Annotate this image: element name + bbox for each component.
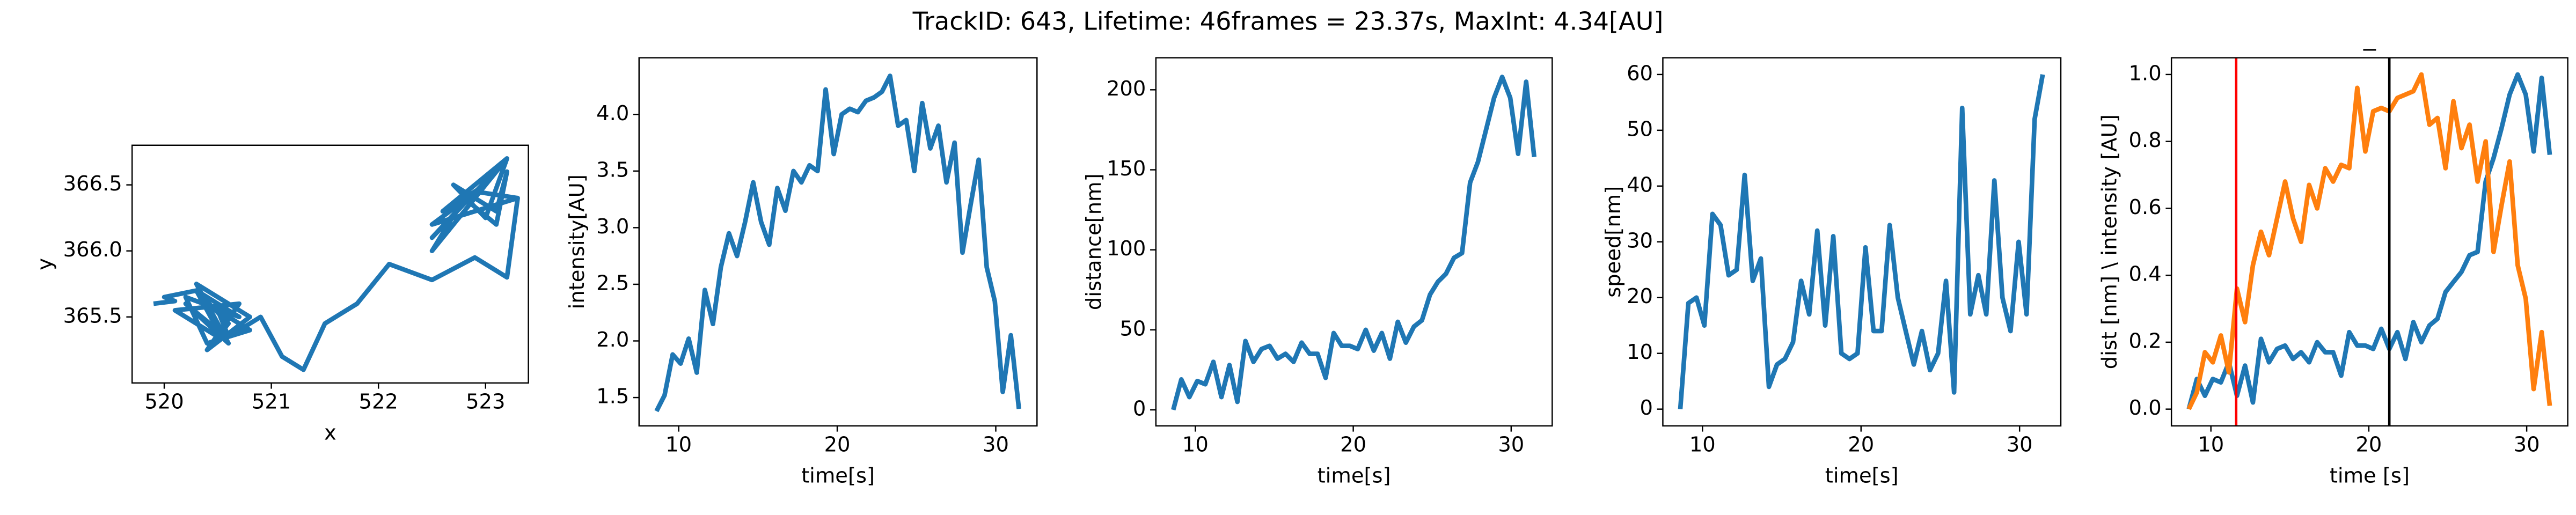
figure-title: TrackID: 643, Lifetime: 46frames = 23.37… [912, 7, 1664, 36]
x-tick-label: 20 [824, 432, 851, 457]
y-tick-label: 0.6 [2129, 195, 2162, 219]
x-tick-label: 522 [358, 389, 398, 414]
y-tick-label: 0 [1133, 397, 1146, 421]
y-tick-label: 50 [1627, 117, 1653, 141]
data-line [1678, 74, 2045, 409]
x-tick-label: 10 [1689, 432, 1716, 457]
y-tick-label: 3.5 [596, 158, 629, 182]
data-line [1171, 75, 1537, 411]
y-axis-label: y [33, 258, 57, 270]
x-tick-label: 30 [1498, 432, 1524, 457]
y-tick-label: 60 [1627, 61, 1653, 85]
x-axis-label: time[s] [1825, 464, 1899, 488]
axes-frame [131, 144, 529, 384]
data-line [2186, 72, 2552, 410]
x-tick-label: 523 [466, 389, 505, 414]
y-tick-label: 1.5 [596, 385, 629, 409]
y-tick-label: 150 [1107, 157, 1146, 181]
y-tick-label: 20 [1627, 284, 1653, 308]
y-tick-label: 0.4 [2129, 262, 2162, 286]
y-tick-label: 4.0 [596, 101, 629, 126]
y-tick-label: 0.2 [2129, 329, 2162, 353]
axes-frame [638, 57, 1038, 427]
y-tick-label: 0 [1640, 396, 1653, 420]
data-line [654, 73, 1021, 413]
x-axis-label: x [324, 421, 336, 445]
x-tick-label: 10 [2198, 432, 2224, 457]
y-axis-label: speed[nm] [1601, 186, 1626, 298]
axes-frame [2170, 57, 2568, 427]
x-tick-label: 10 [1182, 432, 1209, 457]
y-tick-label: 30 [1627, 229, 1653, 253]
y-tick-label: 50 [1119, 317, 1146, 341]
y-tick-label: 365.5 [63, 304, 122, 328]
y-tick-label: 366.0 [63, 238, 122, 262]
y-tick-label: 2.0 [596, 328, 629, 352]
y-tick-label: 1.0 [2129, 61, 2162, 85]
x-tick-label: 20 [2355, 432, 2382, 457]
data-line [153, 156, 520, 372]
x-tick-label: 30 [983, 432, 1009, 457]
axes-title: _ [2363, 21, 2376, 50]
x-axis-label: time [s] [2330, 464, 2410, 488]
x-tick-label: 521 [252, 389, 291, 414]
x-tick-label: 520 [144, 389, 184, 414]
axes-frame [1155, 57, 1553, 427]
x-tick-label: 20 [1340, 432, 1366, 457]
x-tick-label: 30 [2007, 432, 2033, 457]
y-axis-label: intensity[AU] [565, 174, 589, 309]
y-tick-label: 3.0 [596, 215, 629, 239]
x-axis-label: time[s] [1318, 464, 1391, 488]
y-tick-label: 2.5 [596, 271, 629, 295]
y-tick-label: 366.5 [63, 172, 122, 196]
y-tick-label: 0.8 [2129, 128, 2162, 152]
y-tick-label: 100 [1107, 237, 1146, 261]
x-tick-label: 10 [665, 432, 692, 457]
y-tick-label: 10 [1627, 340, 1653, 364]
x-tick-label: 30 [2514, 432, 2540, 457]
y-axis-label: distance[nm] [1082, 173, 1106, 310]
y-tick-label: 40 [1627, 173, 1653, 197]
x-axis-label: time[s] [801, 464, 875, 488]
y-tick-label: 0.0 [2129, 396, 2162, 420]
y-axis-label: dist [nm] \ intensity [AU] [2097, 114, 2121, 369]
y-tick-label: 200 [1107, 77, 1146, 101]
x-tick-label: 20 [1848, 432, 1874, 457]
